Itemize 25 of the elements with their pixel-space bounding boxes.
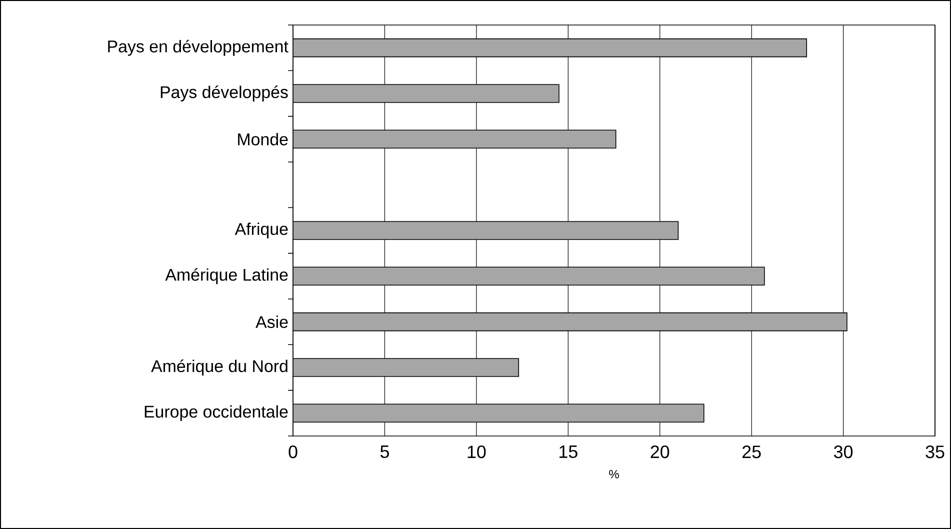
bar	[293, 266, 765, 286]
y-tick-label: Monde	[238, 132, 288, 146]
x-tick-label: 0	[288, 446, 298, 458]
x-tick-label: 25	[742, 446, 761, 458]
y-tick-label: Pays développés	[160, 86, 288, 102]
y-tick-label: Amérique du Nord	[151, 360, 288, 376]
bar	[293, 221, 679, 240]
x-tick-label: 5	[380, 446, 389, 458]
bar	[293, 130, 616, 149]
x-tick-label: 30	[834, 446, 853, 458]
y-tick-label: Afrique	[234, 222, 288, 238]
x-tick-label: 15	[560, 446, 578, 458]
y-tick-label: Pays en développement	[108, 40, 288, 56]
x-tick-label: 20	[650, 446, 670, 458]
x-axis-title: %	[609, 470, 619, 478]
x-tick-label: 10	[468, 446, 486, 458]
bar	[293, 38, 808, 58]
bar	[293, 404, 704, 423]
bar	[293, 312, 848, 332]
bar	[293, 358, 520, 377]
y-tick-label: Amérique Latine	[165, 268, 288, 284]
bar	[293, 84, 560, 103]
y-tick-label: Asie	[256, 316, 288, 328]
x-tick-label: 35	[926, 446, 944, 458]
y-tick-label: Europe occidentale	[144, 405, 288, 422]
